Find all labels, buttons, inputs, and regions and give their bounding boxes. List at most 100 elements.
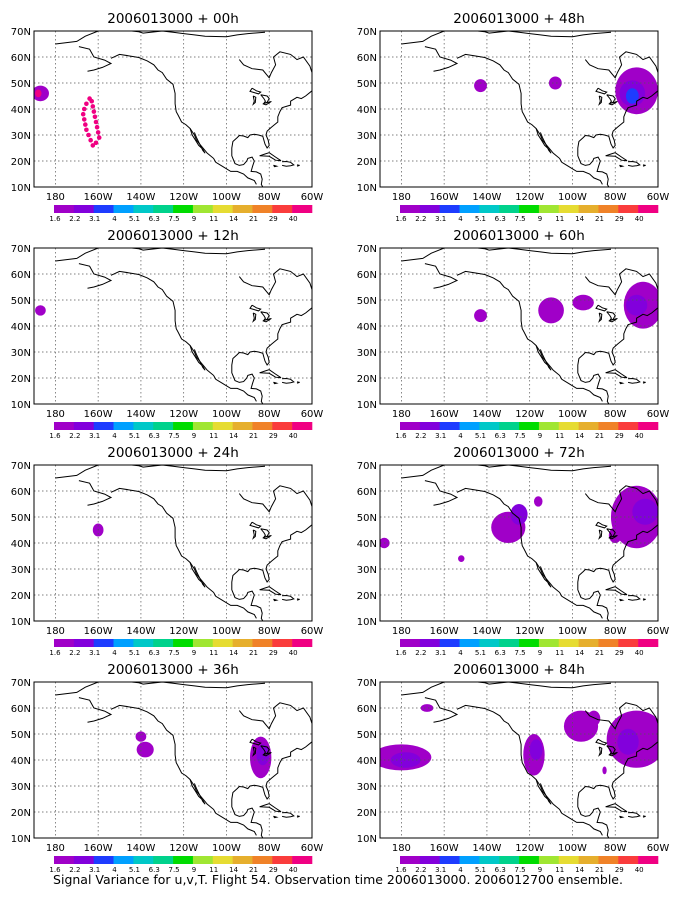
longitude-label: 180 bbox=[392, 843, 411, 854]
panel-title: 2006013000 + 24h bbox=[107, 445, 239, 461]
coastline bbox=[238, 702, 312, 730]
coastline bbox=[259, 586, 282, 596]
observation-point bbox=[90, 104, 96, 109]
longitude-label: 140W bbox=[472, 192, 501, 203]
colorbar-label: 6.3 bbox=[495, 432, 506, 440]
coastline bbox=[598, 746, 603, 757]
latitude-label: 50N bbox=[11, 79, 31, 90]
variance-shading bbox=[474, 79, 487, 93]
coastline bbox=[273, 815, 279, 819]
map-panel: 2006013000 + 48h 70N 60N 50N 40N 30N 20N 10N 180… bbox=[357, 11, 670, 223]
map-panel: 2006013000 + 24h 70N 60N 50N 40N 30N 20N 10N 180… bbox=[11, 445, 324, 657]
longitude-label: 140W bbox=[126, 409, 155, 420]
map-panel: 2006013000 + 72h 70N 60N 50N 40N 30N 20N 10N 180… bbox=[357, 445, 670, 657]
colorbar-label: 40 bbox=[289, 649, 298, 657]
observation-point bbox=[84, 127, 89, 133]
coastline bbox=[605, 803, 628, 813]
colorbar-label: 14 bbox=[575, 215, 584, 223]
colorbar-swatch bbox=[618, 422, 639, 430]
coastline bbox=[577, 741, 658, 838]
colorbar-label: 2.2 bbox=[415, 432, 426, 440]
colorbar-label: 5.1 bbox=[129, 215, 140, 223]
variance-shading bbox=[35, 89, 42, 98]
coastline bbox=[273, 164, 279, 168]
colorbar-swatch bbox=[173, 205, 194, 213]
colorbar-swatch bbox=[173, 856, 194, 864]
coastline bbox=[296, 815, 300, 818]
variance-shading bbox=[533, 496, 543, 507]
colorbar-swatch bbox=[578, 856, 599, 864]
longitude-label: 120W bbox=[515, 192, 544, 203]
colorbar-swatch bbox=[153, 639, 174, 647]
coastline bbox=[535, 779, 552, 805]
coastline bbox=[605, 586, 628, 596]
colorbar-swatch bbox=[400, 856, 421, 864]
map-area bbox=[34, 248, 312, 404]
longitude-label: 60W bbox=[647, 626, 670, 637]
colorbar-label: 9 bbox=[538, 866, 542, 874]
longitude-label: 160W bbox=[84, 409, 113, 420]
variance-shading bbox=[135, 731, 147, 742]
map-panel: 2006013000 + 36h 70N 60N 50N 40N 30N 20N 10N 180… bbox=[11, 662, 324, 874]
latitude-label: 10N bbox=[11, 617, 31, 628]
longitude-label: 180 bbox=[46, 409, 65, 420]
coastline bbox=[642, 381, 646, 384]
map-area bbox=[380, 682, 658, 838]
coastline bbox=[249, 521, 262, 529]
colorbar-label: 4 bbox=[458, 215, 463, 223]
coastline bbox=[456, 704, 603, 836]
colorbar-swatch bbox=[499, 205, 520, 213]
coastline bbox=[456, 487, 603, 619]
coastline bbox=[262, 752, 272, 757]
colorbar-label: 7.5 bbox=[515, 215, 526, 223]
colorbar-swatch bbox=[538, 639, 560, 647]
colorbar-swatch bbox=[459, 205, 480, 213]
coastline bbox=[401, 465, 612, 479]
latitude-label: 70N bbox=[11, 244, 31, 255]
latitude-label: 60N bbox=[11, 704, 31, 715]
colorbar-label: 4 bbox=[112, 649, 117, 657]
coastline bbox=[110, 270, 257, 402]
coastline bbox=[238, 51, 312, 79]
colorbar-swatch bbox=[558, 422, 579, 430]
colorbar-label: 6.3 bbox=[495, 866, 506, 874]
colorbar-label: 3.1 bbox=[435, 649, 446, 657]
longitude-label: 60W bbox=[647, 409, 670, 420]
colorbar-swatch bbox=[133, 639, 154, 647]
map-area bbox=[34, 31, 312, 187]
colorbar-swatch bbox=[479, 205, 500, 213]
colorbar-label: 4 bbox=[112, 866, 117, 874]
observation-point bbox=[95, 130, 101, 135]
longitude-label: 160W bbox=[430, 626, 459, 637]
latitude-label: 60N bbox=[357, 487, 377, 498]
colorbar-swatch bbox=[73, 639, 94, 647]
colorbar-swatch bbox=[133, 205, 154, 213]
coastline bbox=[273, 381, 279, 385]
colorbar-label: 6.3 bbox=[495, 215, 506, 223]
map-frame bbox=[379, 30, 659, 188]
colorbar-swatch bbox=[272, 205, 293, 213]
colorbar-label: 9 bbox=[538, 649, 542, 657]
longitude-label: 60W bbox=[647, 192, 670, 203]
observation-point bbox=[94, 124, 100, 130]
coastline bbox=[619, 164, 625, 168]
coastline bbox=[259, 803, 282, 813]
map-panel: 2006013000 + 60h 70N 60N 50N 40N 30N 20N 10N 180… bbox=[357, 228, 670, 440]
variance-shading bbox=[510, 504, 528, 525]
colorbar-swatch bbox=[519, 856, 540, 864]
coastline bbox=[608, 318, 618, 323]
longitude-label: 120W bbox=[169, 192, 198, 203]
colorbar-swatch bbox=[272, 856, 293, 864]
latitude-label: 20N bbox=[11, 374, 31, 385]
colorbar-swatch bbox=[212, 639, 233, 647]
coastline bbox=[608, 752, 618, 757]
colorbar-label: 7.5 bbox=[515, 649, 526, 657]
colorbar-swatch bbox=[638, 639, 659, 647]
variance-shading bbox=[602, 766, 607, 775]
colorbar-label: 29 bbox=[615, 432, 624, 440]
colorbar-label: 7.5 bbox=[169, 215, 180, 223]
longitude-label: 160W bbox=[84, 192, 113, 203]
colorbar-label: 1.6 bbox=[49, 866, 61, 874]
coastline bbox=[577, 90, 658, 187]
coastline bbox=[642, 164, 646, 167]
